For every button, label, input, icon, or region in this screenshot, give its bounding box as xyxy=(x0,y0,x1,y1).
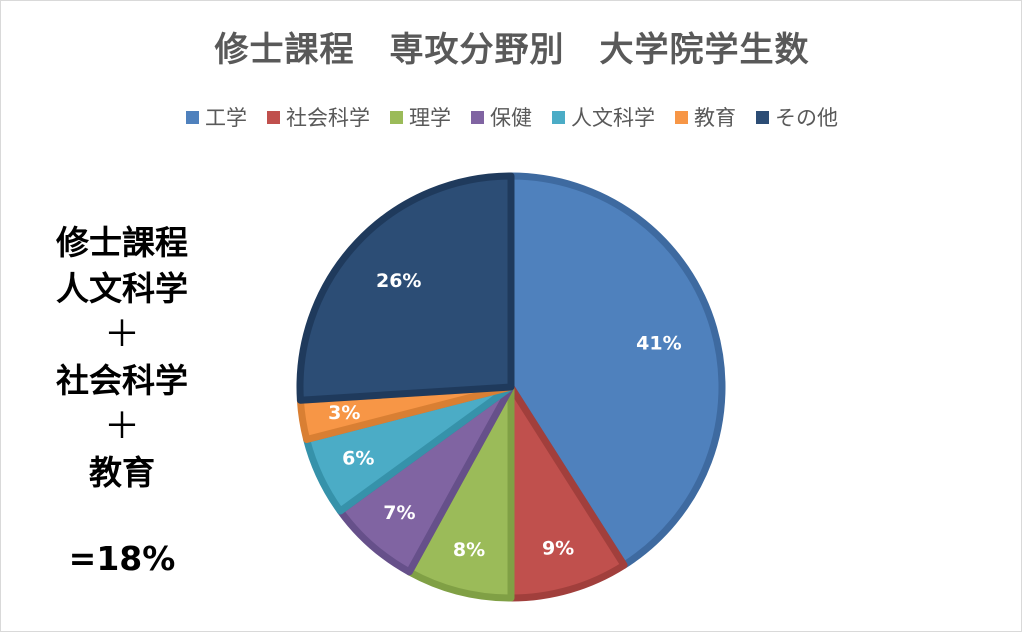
legend-label: 教育 xyxy=(694,106,736,130)
annotation-plus: ＋ xyxy=(103,314,140,355)
legend-item-hoken: 保健 xyxy=(471,102,532,132)
legend-label: 工学 xyxy=(205,106,247,130)
annotation-line: 人文科学 xyxy=(56,269,188,308)
annotation-line: 社会科学 xyxy=(56,361,188,400)
data-label-6: 3% xyxy=(328,402,360,424)
legend-item-shakai-kagaku: 社会科学 xyxy=(267,102,370,132)
pie-slice-2 xyxy=(507,383,628,602)
legend-item-sonota: その他 xyxy=(756,102,838,132)
data-label-5: 6% xyxy=(342,447,374,469)
data-label-3: 8% xyxy=(453,539,485,561)
legend-swatch xyxy=(186,110,199,124)
legend-label: 社会科学 xyxy=(286,106,370,130)
legend-swatch xyxy=(756,110,769,124)
legend-label: 理学 xyxy=(409,106,451,130)
data-label-2: 9% xyxy=(542,538,574,560)
pie-slice-7 xyxy=(296,172,515,404)
legend-swatch xyxy=(390,110,403,124)
legend-label: 人文科学 xyxy=(571,106,655,130)
data-label-4: 7% xyxy=(383,502,415,524)
legend-swatch xyxy=(675,110,688,124)
annotation-line: 修士課程 xyxy=(56,223,188,262)
legend-swatch xyxy=(471,110,484,124)
annotation-line: 教育 xyxy=(89,453,155,492)
legend-swatch xyxy=(552,110,565,124)
chart-title: 修士課程 専攻分野別 大学院学生数 xyxy=(214,30,810,70)
annotation-text: 修士課程 人文科学 ＋ 社会科学 ＋ 教育 =18% xyxy=(42,220,202,582)
legend-item-rigaku: 理学 xyxy=(390,102,451,132)
legend-item-kyoiku: 教育 xyxy=(675,102,736,132)
legend-item-kogaku: 工学 xyxy=(186,102,247,132)
annotation-result: =18% xyxy=(68,539,176,578)
legend-label: 保健 xyxy=(490,106,532,130)
legend-swatch xyxy=(267,110,280,124)
legend-label: その他 xyxy=(775,106,838,130)
legend-item-jinbun-kagaku: 人文科学 xyxy=(552,102,655,132)
annotation-plus: ＋ xyxy=(103,406,140,447)
data-label-7: 26% xyxy=(376,270,421,292)
chart-legend: 工学 社会科学 理学 保健 人文科学 教育 その他 xyxy=(0,102,1024,132)
data-label-1: 41% xyxy=(636,333,681,355)
